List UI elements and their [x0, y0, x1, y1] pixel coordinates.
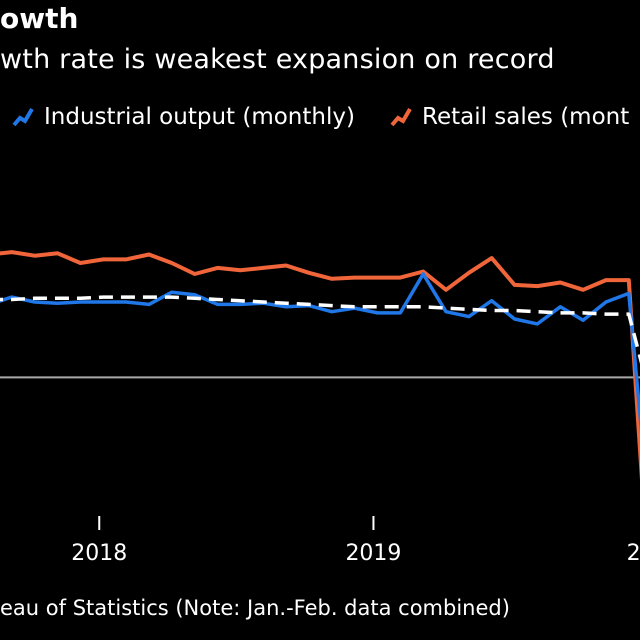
- legend-label-industrial: Industrial output (monthly): [44, 104, 355, 130]
- x-tick-label: 2018: [71, 541, 127, 566]
- series-line-dashed: [0, 295, 640, 364]
- legend-line-icon-retail: [390, 106, 412, 128]
- legend-item-retail: Retail sales (mont: [390, 104, 629, 130]
- series-line-industrial: [0, 272, 640, 434]
- source-note: eau of Statistics (Note: Jan.-Feb. data …: [0, 596, 510, 620]
- chart-title: owth: [0, 2, 79, 35]
- series-line-retail: [0, 250, 640, 481]
- chart-subtitle: wth rate is weakest expansion on record: [0, 44, 555, 75]
- legend: Industrial output (monthly) Retail sales…: [0, 100, 640, 134]
- legend-line-icon-industrial: [12, 106, 34, 128]
- legend-item-industrial: Industrial output (monthly): [12, 104, 355, 130]
- x-tick-label: 202: [627, 541, 640, 566]
- x-tick-label: 2019: [345, 541, 401, 566]
- legend-label-retail: Retail sales (mont: [422, 104, 630, 130]
